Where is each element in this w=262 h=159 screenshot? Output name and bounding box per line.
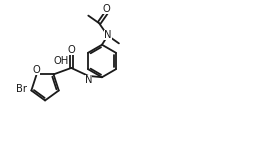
- Text: O: O: [102, 4, 110, 14]
- Text: OH: OH: [54, 56, 69, 66]
- Text: O: O: [67, 45, 75, 55]
- Text: N: N: [104, 30, 112, 40]
- Text: O: O: [32, 65, 40, 75]
- Text: Br: Br: [16, 84, 27, 94]
- Text: N: N: [85, 75, 92, 85]
